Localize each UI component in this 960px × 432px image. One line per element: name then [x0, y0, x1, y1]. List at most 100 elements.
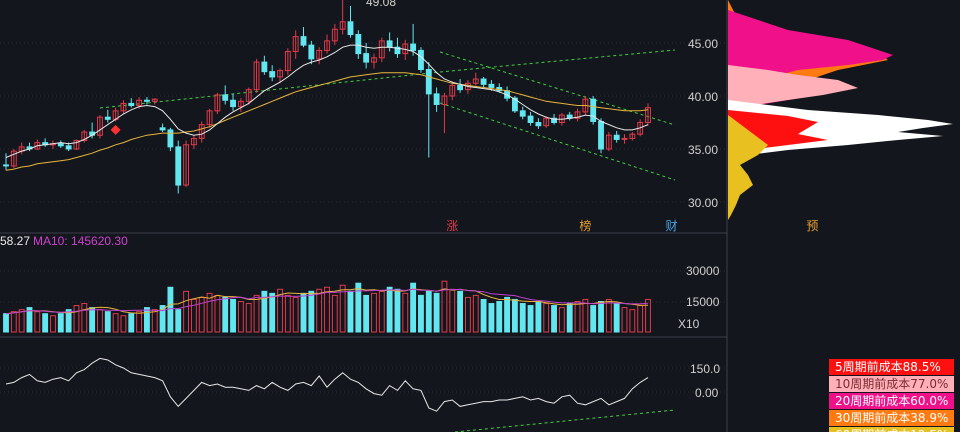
candle [284, 48, 291, 75]
volume-bar [284, 294, 291, 333]
volume-bar [57, 313, 64, 333]
candle-body [237, 100, 244, 108]
candle [245, 87, 252, 105]
candle [104, 109, 111, 123]
candle [183, 140, 190, 188]
candle-body [613, 134, 620, 140]
candle-body [347, 21, 354, 36]
cost-legend-swatch [829, 376, 954, 392]
volume-bar [355, 282, 362, 333]
indicator-line-path [5, 357, 649, 412]
volume-bar [574, 301, 581, 333]
ma-white-line [5, 44, 649, 158]
candle-body [230, 99, 236, 108]
volume-bars[interactable] [3, 280, 651, 333]
volume-bar [496, 301, 503, 333]
candle-body [331, 28, 338, 42]
candle-body [167, 129, 174, 148]
candle-body [120, 102, 127, 112]
volume-bar [81, 303, 88, 333]
price-tick-label: 45.00 [688, 37, 718, 51]
volume-bar [253, 294, 260, 333]
cost-dist-60 [728, 115, 768, 220]
volume-tick-label: 30000 [686, 264, 720, 278]
volume-bar [34, 311, 41, 333]
candle [128, 98, 135, 108]
volume-bar [50, 315, 56, 333]
candle-body [598, 120, 604, 150]
volume-bar [402, 292, 409, 333]
candle-body [378, 40, 385, 59]
volume-bar [519, 303, 526, 333]
volume-bar [104, 311, 111, 333]
volume-bar [316, 288, 323, 333]
volume-bar [535, 301, 542, 333]
candle [253, 58, 260, 93]
volume-bar [527, 305, 534, 333]
volume-bar [441, 280, 448, 333]
volume-tick-label: 15000 [686, 295, 720, 309]
volume-bar [582, 298, 589, 333]
candle [543, 116, 550, 128]
candle-body [206, 110, 213, 126]
volume-bar [590, 305, 597, 333]
candle [120, 100, 127, 115]
candle-body [574, 111, 581, 119]
volume-bar [558, 307, 565, 333]
candle-body [543, 117, 550, 127]
candle [151, 98, 158, 105]
volume-bar [308, 290, 315, 333]
candle [645, 103, 651, 126]
candle [418, 47, 424, 73]
volume-ma-label: 58.27 [0, 234, 30, 248]
candle [457, 79, 464, 93]
volume-bar [629, 309, 636, 333]
candle [261, 55, 268, 75]
volume-bar [488, 303, 495, 333]
candle-body [57, 143, 64, 147]
volume-ma10-line [5, 288, 649, 315]
volume-bar [457, 290, 464, 333]
candle [394, 37, 401, 58]
candle-body [159, 127, 166, 131]
candle [425, 62, 432, 158]
candle-body [284, 50, 291, 72]
volume-bar [120, 315, 127, 333]
volume-bar [73, 305, 80, 333]
candle-body [441, 95, 448, 105]
volume-bar [598, 301, 604, 333]
candle [206, 108, 213, 128]
volume-bar [277, 288, 283, 333]
cost-dist-10 [728, 65, 858, 112]
candle [308, 40, 315, 65]
volume-bar [245, 303, 252, 333]
volume-bar [331, 294, 338, 333]
channel-top-line [439, 51, 676, 126]
candle [433, 87, 440, 112]
candle [230, 93, 236, 111]
cost-legend-swatch [829, 359, 954, 375]
candle [81, 129, 88, 143]
event-tag: 涨 [446, 218, 458, 233]
candle [590, 96, 597, 125]
candle-body [386, 40, 393, 48]
candle-body [511, 97, 518, 112]
volume-bar [269, 292, 276, 333]
cost-distribution [728, 0, 953, 220]
volume-bar [480, 298, 487, 333]
candle [167, 127, 174, 152]
event-tags[interactable]: 涨榜财预 [446, 218, 818, 233]
volume-bar [261, 290, 268, 333]
candle-body [394, 46, 401, 55]
candle [10, 149, 17, 169]
candle-body [488, 83, 495, 89]
candle-body [292, 36, 299, 52]
candle [519, 106, 526, 120]
candle [175, 140, 182, 194]
cost-legend-label: 5周期前成本88.5% [835, 359, 941, 374]
volume-unit-label: X10 [678, 317, 700, 331]
volume-bar [645, 298, 651, 333]
candle-body [425, 69, 432, 95]
cost-legend-swatch [829, 410, 954, 426]
candle-body [339, 21, 346, 30]
